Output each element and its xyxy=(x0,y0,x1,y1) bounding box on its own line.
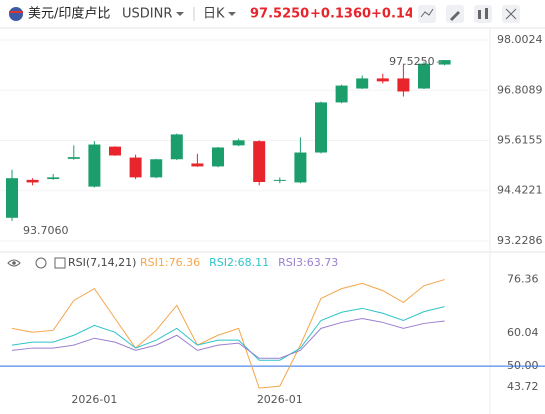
candle-body xyxy=(26,179,39,183)
symbol-code[interactable]: USDINR xyxy=(122,7,172,22)
y-tick-label: 93.2286 xyxy=(497,234,543,247)
rsi-line xyxy=(11,279,445,389)
candle-body xyxy=(356,78,369,89)
candle-body xyxy=(335,85,348,103)
candle-body xyxy=(47,177,60,180)
candle-body xyxy=(191,163,204,167)
rsi-title: RSI(7,14,21) xyxy=(68,256,136,269)
candle-body xyxy=(150,159,163,178)
candle-body xyxy=(129,157,142,178)
dropdown-arrow[interactable] xyxy=(176,12,184,16)
candle-body xyxy=(418,63,430,89)
candle-body xyxy=(170,134,183,160)
y-tick-label: 76.36 xyxy=(507,273,539,286)
flag-stripe xyxy=(9,11,23,13)
candle-body xyxy=(376,78,389,82)
rsi-line xyxy=(11,306,445,361)
y-tick-label: 94.4221 xyxy=(497,184,543,197)
x-tick-label: 2026-01 xyxy=(257,393,303,406)
candle-body xyxy=(232,140,245,146)
candle-body xyxy=(315,102,327,153)
legend-entry: RSI1:76.36 xyxy=(140,256,200,269)
candle-body xyxy=(109,146,121,156)
compare-button[interactable] xyxy=(474,5,492,23)
y-tick-label: 43.72 xyxy=(507,380,539,393)
eye-pupil xyxy=(12,261,16,265)
candle-body xyxy=(88,144,101,187)
symbol-name: 美元/印度卢比 xyxy=(28,6,110,22)
compare-icon xyxy=(478,10,481,19)
candle-body xyxy=(294,152,307,183)
flag-icon xyxy=(9,7,23,21)
candle-body xyxy=(212,147,224,167)
candle-body xyxy=(438,60,451,65)
dropdown-arrow[interactable] xyxy=(228,12,236,16)
price: 97.5250 xyxy=(250,7,309,22)
y-tick-label: 96.8089 xyxy=(497,83,543,96)
legend-entry: RSI3:63.73 xyxy=(278,256,338,269)
checkbox[interactable] xyxy=(54,257,66,269)
candle-body xyxy=(67,157,80,159)
period[interactable]: 日K xyxy=(203,7,225,22)
x-tick-label: 2026-01 xyxy=(71,393,117,406)
legend-entry: RSI2:68.11 xyxy=(209,256,269,269)
gear-icon[interactable] xyxy=(35,257,47,269)
max-label: 97.5250 xyxy=(389,55,435,68)
settings-icon xyxy=(505,8,517,20)
rsi-line xyxy=(11,317,445,359)
y-tick-label: 95.6155 xyxy=(497,134,543,147)
candle-body xyxy=(273,179,286,181)
candle-body xyxy=(253,141,266,182)
compare-icon xyxy=(485,8,488,19)
y-tick-label: 98.0024 xyxy=(497,33,543,46)
draw-icon xyxy=(450,11,460,21)
y-tick-label: 60.04 xyxy=(507,326,539,339)
eye-icon[interactable] xyxy=(7,259,21,267)
min-label: 93.7060 xyxy=(23,224,69,237)
change: +0.1360 xyxy=(310,7,371,22)
candle-body xyxy=(6,178,18,218)
indicator-icon xyxy=(420,8,434,18)
candle-body xyxy=(397,78,410,92)
